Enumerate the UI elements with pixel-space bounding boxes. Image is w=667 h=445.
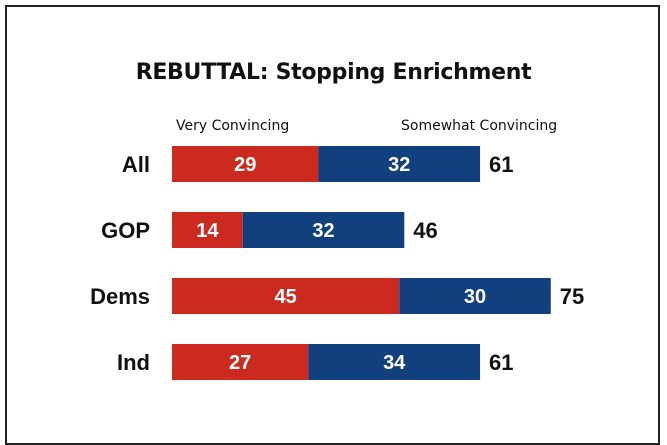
value-label-dems-very: 45 bbox=[275, 286, 297, 308]
bar-chart: All 29 32 61 GOP 14 32 46 Dems 45 30 75 Ind 27 34 61 bbox=[90, 146, 584, 380]
bar-dems-somewhat bbox=[399, 278, 551, 314]
total-label-all: 61 bbox=[489, 152, 513, 177]
legend-very-convincing: Very Convincing bbox=[176, 118, 290, 134]
total-label-ind: 61 bbox=[489, 350, 513, 375]
total-label-gop: 46 bbox=[413, 218, 437, 243]
bar-gop-very bbox=[172, 212, 243, 248]
bar-all-very bbox=[172, 146, 319, 182]
bar-gop-somewhat bbox=[242, 212, 405, 248]
legend-somewhat-convincing: Somewhat Convincing bbox=[401, 118, 558, 134]
bar-all-somewhat bbox=[318, 146, 481, 182]
bar-ind-very bbox=[172, 344, 309, 380]
value-label-ind-somewhat: 34 bbox=[383, 352, 406, 374]
value-label-all-somewhat: 32 bbox=[388, 154, 410, 176]
value-label-gop-very: 14 bbox=[196, 220, 219, 242]
value-label-all-very: 29 bbox=[234, 154, 256, 176]
bar-dems-very bbox=[172, 278, 400, 314]
category-label-gop: GOP bbox=[101, 218, 150, 243]
category-label-all: All bbox=[122, 152, 150, 177]
value-label-ind-very: 27 bbox=[229, 352, 251, 374]
total-label-dems: 75 bbox=[560, 284, 584, 309]
bar-ind-somewhat bbox=[308, 344, 481, 380]
chart-title: REBUTTAL: Stopping Enrichment bbox=[135, 60, 532, 85]
value-label-dems-somewhat: 30 bbox=[464, 286, 486, 308]
category-label-ind: Ind bbox=[117, 350, 150, 375]
value-label-gop-somewhat: 32 bbox=[312, 220, 334, 242]
category-label-dems: Dems bbox=[90, 284, 150, 309]
